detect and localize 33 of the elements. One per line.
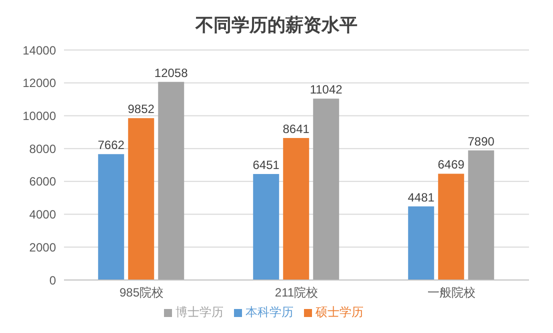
data-label: 7890 <box>468 134 495 148</box>
bar <box>98 154 124 280</box>
y-tick-label: 8000 <box>29 142 56 156</box>
bar <box>253 174 280 280</box>
bar <box>158 82 184 280</box>
data-label: 9852 <box>128 102 155 116</box>
legend-label: 硕士学历 <box>316 305 364 319</box>
data-label: 11042 <box>310 82 343 97</box>
bar <box>468 150 494 280</box>
x-tick-label: 985院校 <box>119 286 164 300</box>
y-tick-label: 2000 <box>29 240 56 254</box>
x-tick-label: 一般院校 <box>428 286 476 300</box>
y-tick-label: 14000 <box>22 43 56 58</box>
bar <box>283 138 310 280</box>
y-tick-label: 4000 <box>29 208 56 222</box>
data-label: 6469 <box>438 158 465 172</box>
bar <box>438 174 464 280</box>
data-label: 6451 <box>252 158 280 172</box>
x-tick-label: 211院校 <box>274 286 318 300</box>
bar <box>313 98 340 280</box>
data-label: 12058 <box>154 66 188 80</box>
data-label: 4481 <box>408 190 435 204</box>
data-label: 7662 <box>98 138 125 152</box>
legend-label: 博士学历 <box>176 305 224 319</box>
y-tick-label: 12000 <box>22 76 56 90</box>
bar <box>408 206 434 280</box>
chart-title: 不同学历的薪资水平 <box>194 14 358 37</box>
bar <box>128 118 154 280</box>
data-label: 8641 <box>282 122 310 136</box>
y-tick-label: 10000 <box>22 108 56 123</box>
legend-label: 本科学历 <box>246 305 294 319</box>
y-tick-label: 0 <box>49 273 56 288</box>
y-tick-label: 6000 <box>29 174 56 189</box>
